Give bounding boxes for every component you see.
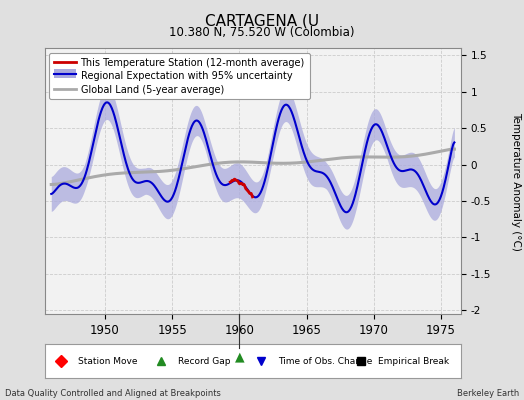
Text: Data Quality Controlled and Aligned at Breakpoints: Data Quality Controlled and Aligned at B… bbox=[5, 389, 221, 398]
Text: Time of Obs. Change: Time of Obs. Change bbox=[278, 356, 372, 366]
Text: CARTAGENA (U: CARTAGENA (U bbox=[205, 14, 319, 29]
Text: 10.380 N, 75.520 W (Colombia): 10.380 N, 75.520 W (Colombia) bbox=[169, 26, 355, 39]
Text: Record Gap: Record Gap bbox=[178, 356, 231, 366]
Text: ▲: ▲ bbox=[235, 350, 244, 363]
Text: Station Move: Station Move bbox=[78, 356, 137, 366]
Text: Empirical Break: Empirical Break bbox=[378, 356, 449, 366]
Y-axis label: Temperature Anomaly (°C): Temperature Anomaly (°C) bbox=[511, 112, 521, 250]
Text: Berkeley Earth: Berkeley Earth bbox=[456, 389, 519, 398]
Legend: This Temperature Station (12-month average), Regional Expectation with 95% uncer: This Temperature Station (12-month avera… bbox=[49, 53, 310, 99]
